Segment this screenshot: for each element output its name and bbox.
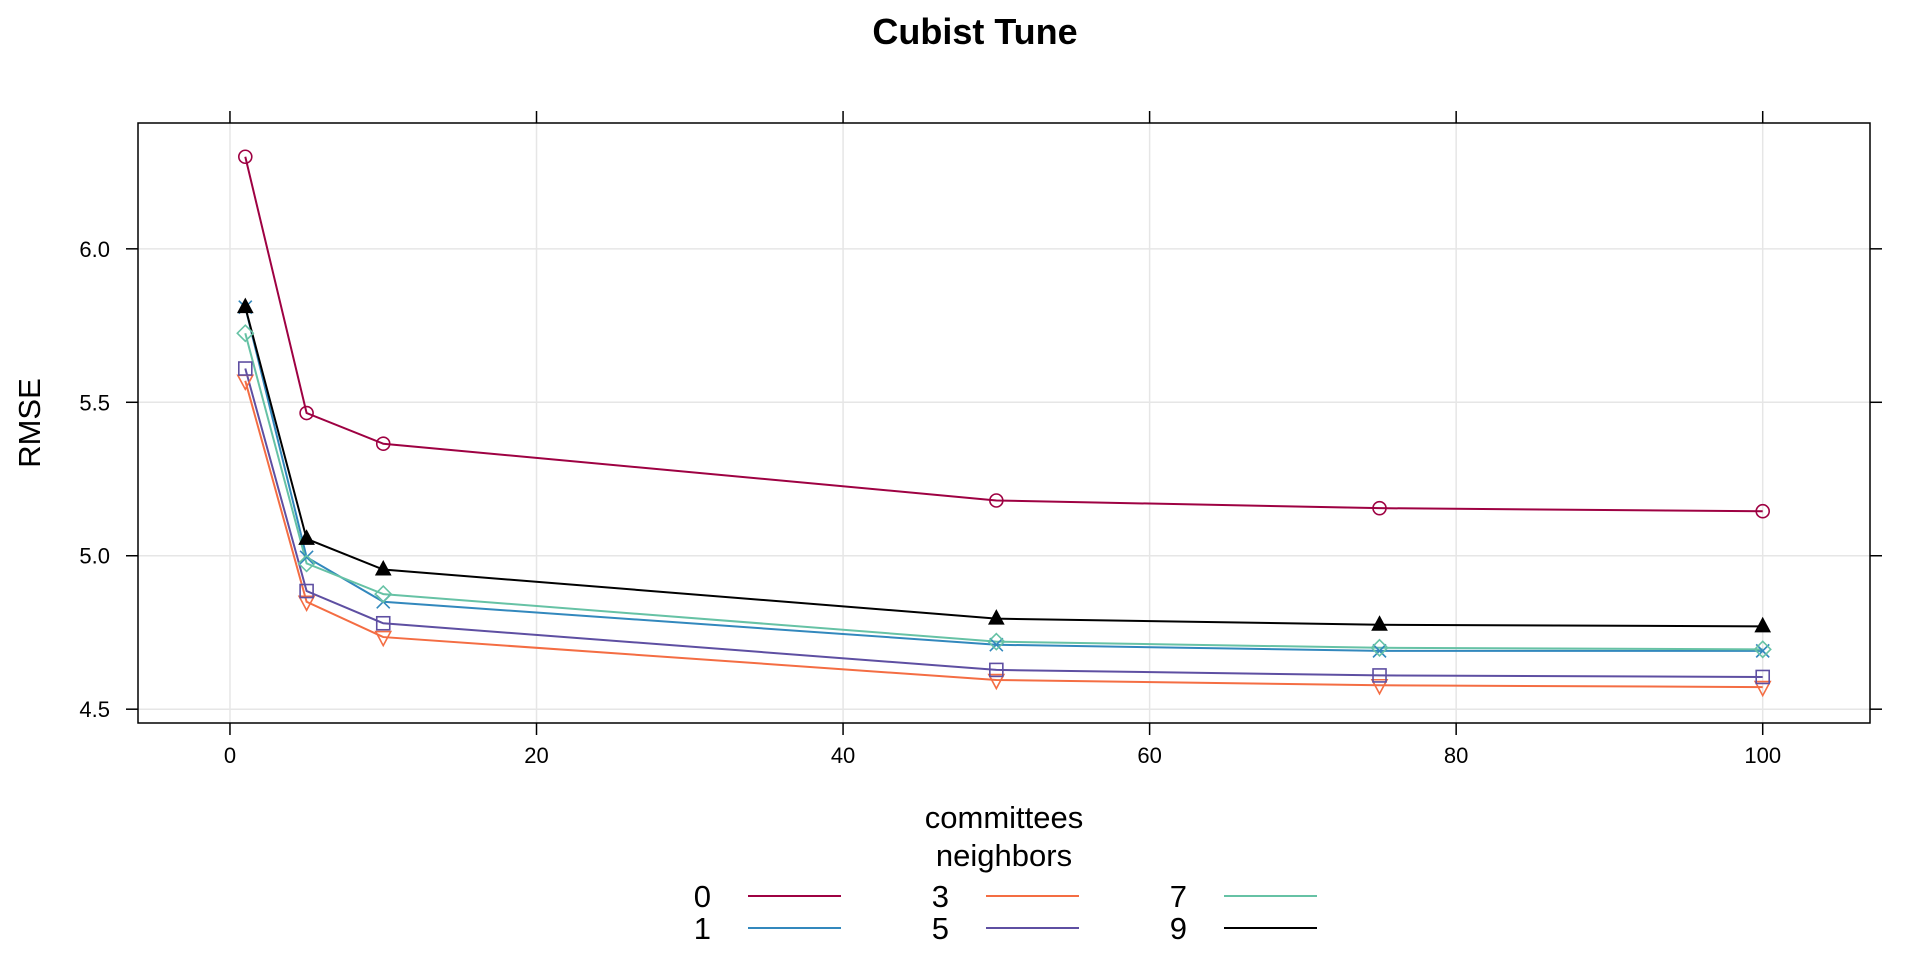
data-point-9: [236, 297, 254, 314]
data-point-5: [375, 615, 391, 631]
data-point-3: [987, 673, 1006, 691]
y-tick-label: 5.5: [79, 390, 110, 415]
y-axis-label: RMSE: [12, 378, 47, 468]
legend: 01 35 79: [694, 879, 1317, 946]
series-lines: [244, 156, 1763, 689]
data-point-3: [1753, 680, 1772, 698]
series-line-1: [244, 306, 1763, 652]
data-point-5: [237, 361, 253, 376]
x-tick-label: 60: [1137, 743, 1161, 768]
x-axis: 0 20 40 60 80 100: [224, 111, 1781, 768]
data-point-0: [1755, 503, 1771, 519]
series-line-9: [244, 306, 1763, 628]
x-tick-label: 0: [224, 743, 236, 768]
data-point-5: [989, 662, 1004, 678]
data-point-0: [989, 493, 1004, 508]
series-line-7: [244, 332, 1763, 651]
data-point-1: [299, 550, 314, 565]
series-line-5: [244, 368, 1763, 678]
legend-label-3: 3: [932, 879, 949, 914]
data-point-7: [1370, 638, 1389, 657]
data-point-7: [374, 584, 393, 604]
plot-frame: [137, 122, 1871, 724]
y-tick-label: 6.0: [79, 237, 110, 262]
data-point-7: [236, 324, 255, 343]
y-tick-label: 5.0: [79, 544, 110, 569]
data-point-0: [375, 436, 391, 452]
y-tick-label: 4.5: [79, 697, 110, 722]
data-point-1: [989, 637, 1004, 652]
data-point-7: [297, 554, 316, 573]
markers: [236, 149, 1772, 698]
legend-label-5: 5: [932, 911, 949, 946]
data-point-0: [237, 149, 253, 165]
data-point-5: [1372, 668, 1387, 683]
data-point-9: [298, 529, 315, 545]
data-point-5: [299, 583, 314, 599]
data-point-3: [374, 630, 393, 648]
x-tick-label: 40: [831, 743, 855, 768]
legend-title: neighbors: [936, 838, 1072, 873]
x-axis-label: committees: [925, 800, 1083, 835]
data-point-9: [1371, 615, 1388, 631]
grid: [138, 123, 1870, 723]
legend-label-9: 9: [1170, 911, 1187, 946]
data-point-7: [1753, 640, 1772, 659]
series-line-0: [244, 156, 1763, 513]
y-axis: 4.5 5.0 5.5 6.0: [79, 237, 1882, 722]
legend-label-7: 7: [1170, 879, 1187, 914]
legend-label-0: 0: [694, 879, 711, 914]
data-point-5: [1755, 669, 1771, 685]
data-point-0: [299, 405, 314, 421]
data-point-3: [297, 595, 316, 612]
x-tick-label: 100: [1744, 743, 1781, 768]
data-point-0: [1372, 500, 1387, 516]
data-point-9: [1754, 616, 1772, 633]
data-point-9: [374, 559, 392, 576]
data-point-9: [988, 609, 1005, 625]
data-point-1: [1372, 643, 1387, 658]
legend-label-1: 1: [694, 911, 711, 946]
data-point-3: [1370, 678, 1389, 696]
series-line-3: [244, 380, 1763, 689]
data-point-7: [987, 632, 1006, 651]
x-tick-label: 80: [1444, 743, 1468, 768]
chart-title: Cubist Tune: [872, 11, 1077, 52]
x-tick-label: 20: [524, 743, 548, 768]
